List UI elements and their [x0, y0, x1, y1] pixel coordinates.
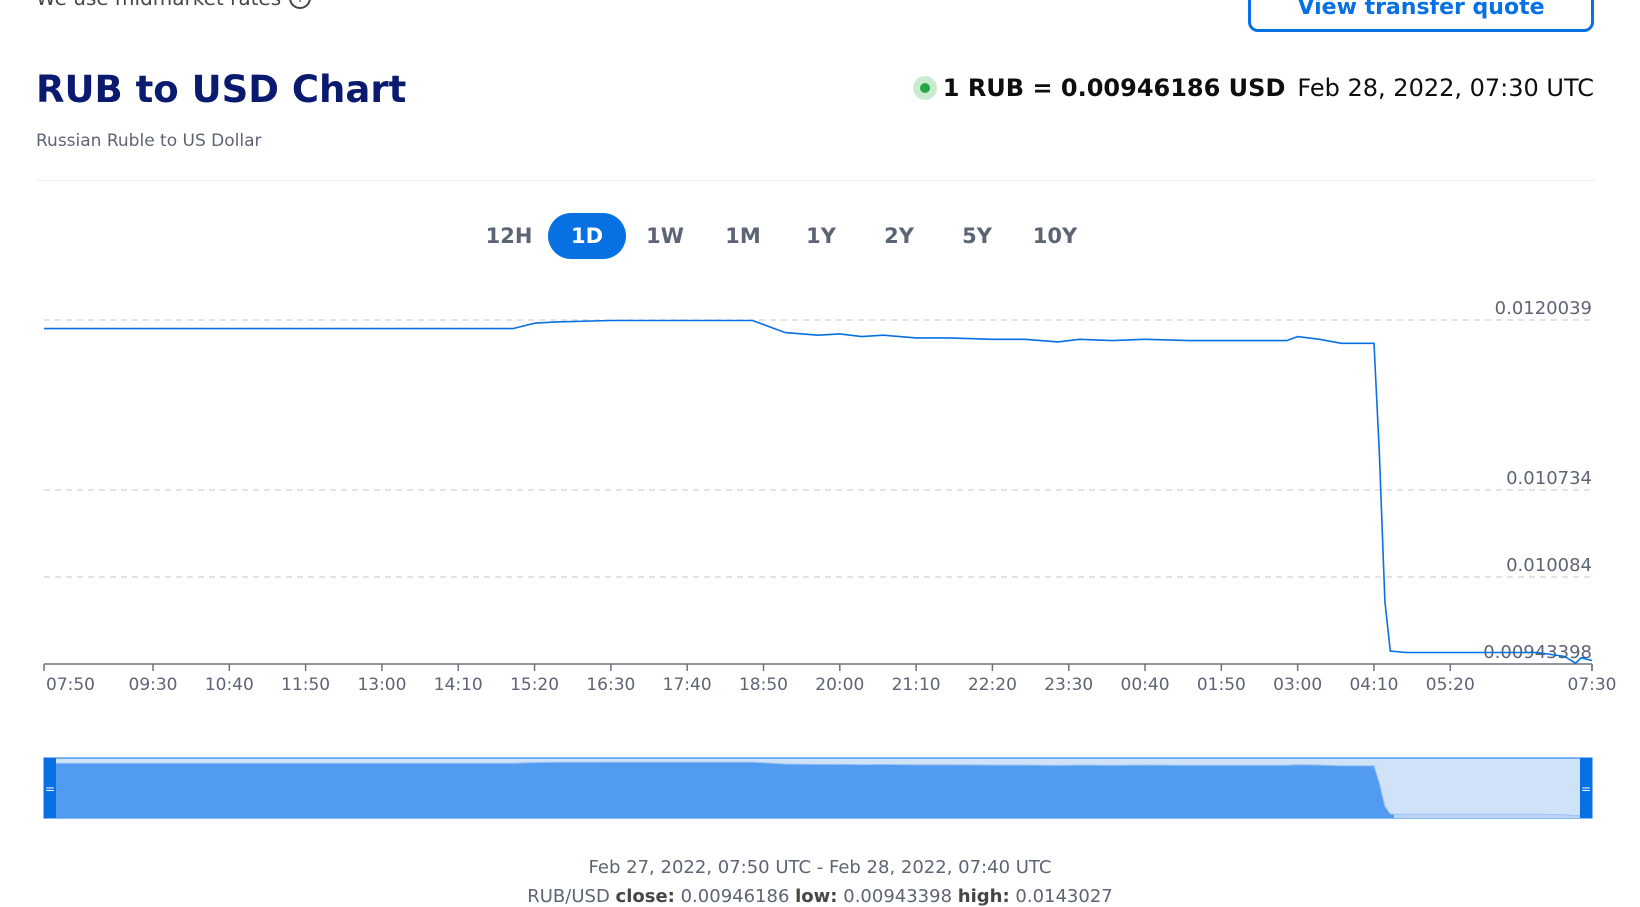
y-tick-label: 0.010734 — [1506, 468, 1592, 489]
live-rate: 1 RUB = 0.00946186 USD Feb 28, 2022, 07:… — [912, 74, 1594, 102]
y-tick-label: 0.0120039 — [1495, 298, 1592, 319]
x-tick-label: 11:50 — [281, 675, 330, 695]
x-tick-label: 16:30 — [586, 675, 635, 695]
period-tab-5y[interactable]: 5Y — [962, 224, 992, 248]
midmarket-text: We use midmarket rates — [36, 0, 281, 10]
x-tick-label: 20:00 — [815, 675, 864, 695]
x-tick-label: 00:40 — [1121, 675, 1170, 695]
y-tick-label: 0.010084 — [1506, 555, 1592, 576]
rate-chart[interactable]: 0.01200390.0107340.0100840.0094339807:50… — [0, 280, 1640, 840]
period-tab-2y[interactable]: 2Y — [884, 224, 914, 248]
rate-value: 1 RUB = 0.00946186 USD — [942, 74, 1286, 102]
x-tick-label: 07:30 — [1568, 675, 1617, 695]
x-tick-label: 21:10 — [892, 675, 941, 695]
period-tab-10y[interactable]: 10Y — [1032, 224, 1078, 248]
x-tick-label: 05:20 — [1426, 675, 1475, 695]
navigator-selected-area — [44, 762, 1394, 818]
x-tick-label: 22:20 — [968, 675, 1017, 695]
divider — [36, 180, 1596, 181]
low-value: 0.00943398 — [843, 886, 953, 907]
x-tick-label: 10:40 — [205, 675, 254, 695]
period-tab-1y[interactable]: 1Y — [806, 224, 836, 248]
x-tick-label: 17:40 — [663, 675, 712, 695]
grip-icon: = — [1581, 782, 1591, 796]
midmarket-note: We use midmarket rates i — [36, 0, 312, 10]
date-range-label: Feb 27, 2022, 07:50 UTC - Feb 28, 2022, … — [588, 857, 1052, 878]
navigator-line — [44, 761, 1593, 817]
pair-label: RUB/USD — [527, 886, 610, 907]
grip-icon: = — [45, 782, 55, 796]
live-indicator-icon — [912, 76, 937, 100]
navigator-right-handle[interactable] — [1580, 758, 1592, 818]
x-tick-label: 03:00 — [1273, 675, 1322, 695]
page-subtitle: Russian Ruble to US Dollar — [36, 131, 262, 151]
rate-timestamp: Feb 28, 2022, 07:30 UTC — [1297, 74, 1594, 102]
x-tick-label: 14:10 — [434, 675, 483, 695]
period-tab-12h[interactable]: 12H — [485, 224, 533, 248]
view-transfer-quote-button[interactable]: View transfer quote — [1248, 0, 1594, 32]
close-label: close: — [615, 886, 675, 907]
x-tick-label: 15:20 — [510, 675, 559, 695]
period-tab-1d[interactable]: 1D — [548, 213, 626, 259]
x-tick-label: 07:50 — [46, 675, 95, 695]
period-selector: 12H 1D 1W 1M 1Y 2Y 5Y 10Y — [470, 213, 1094, 259]
rate-series-line — [44, 319, 1593, 665]
period-tab-1w[interactable]: 1W — [646, 224, 684, 248]
close-value: 0.00946186 — [680, 886, 790, 907]
period-tab-1m[interactable]: 1M — [725, 224, 761, 248]
x-tick-label: 09:30 — [129, 675, 178, 695]
x-tick-label: 01:50 — [1197, 675, 1246, 695]
rate-stats: RUB/USD close: 0.00946186 low: 0.0094339… — [0, 886, 1640, 907]
x-tick-label: 13:00 — [357, 675, 406, 695]
x-tick-label: 23:30 — [1044, 675, 1093, 695]
x-tick-label: 18:50 — [739, 675, 788, 695]
info-icon[interactable]: i — [289, 0, 312, 9]
high-label: high: — [957, 886, 1010, 907]
high-value: 0.0143027 — [1015, 886, 1113, 907]
navigator-left-handle[interactable] — [44, 758, 56, 818]
x-tick-label: 04:10 — [1349, 675, 1398, 695]
page-title: RUB to USD Chart — [36, 68, 407, 111]
low-label: low: — [795, 886, 838, 907]
